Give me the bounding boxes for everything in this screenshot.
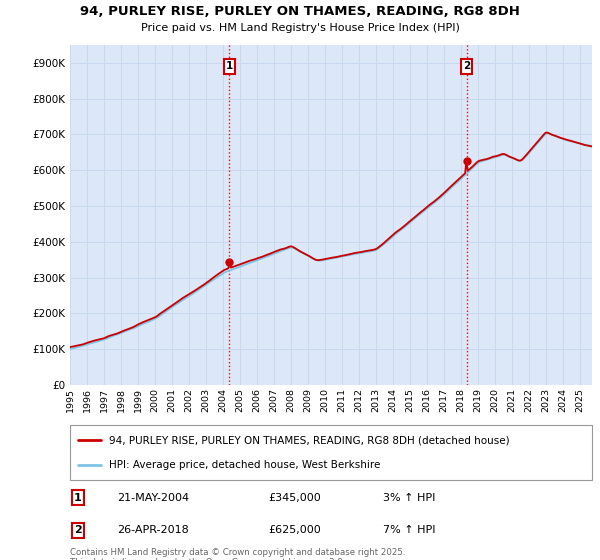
Text: Contains HM Land Registry data © Crown copyright and database right 2025.
This d: Contains HM Land Registry data © Crown c… [70,548,406,560]
Text: 1: 1 [74,493,82,503]
Text: £625,000: £625,000 [268,525,321,535]
Text: Price paid vs. HM Land Registry's House Price Index (HPI): Price paid vs. HM Land Registry's House … [140,23,460,33]
Text: 1: 1 [226,62,233,72]
Text: 26-APR-2018: 26-APR-2018 [117,525,189,535]
Text: 2: 2 [74,525,82,535]
Text: 21-MAY-2004: 21-MAY-2004 [117,493,189,503]
Text: 7% ↑ HPI: 7% ↑ HPI [383,525,436,535]
Text: 2: 2 [463,62,470,72]
Text: 3% ↑ HPI: 3% ↑ HPI [383,493,436,503]
Text: HPI: Average price, detached house, West Berkshire: HPI: Average price, detached house, West… [109,460,380,470]
Text: 94, PURLEY RISE, PURLEY ON THAMES, READING, RG8 8DH: 94, PURLEY RISE, PURLEY ON THAMES, READI… [80,5,520,18]
Text: £345,000: £345,000 [268,493,321,503]
Text: 94, PURLEY RISE, PURLEY ON THAMES, READING, RG8 8DH (detached house): 94, PURLEY RISE, PURLEY ON THAMES, READI… [109,436,510,445]
FancyBboxPatch shape [70,425,592,480]
